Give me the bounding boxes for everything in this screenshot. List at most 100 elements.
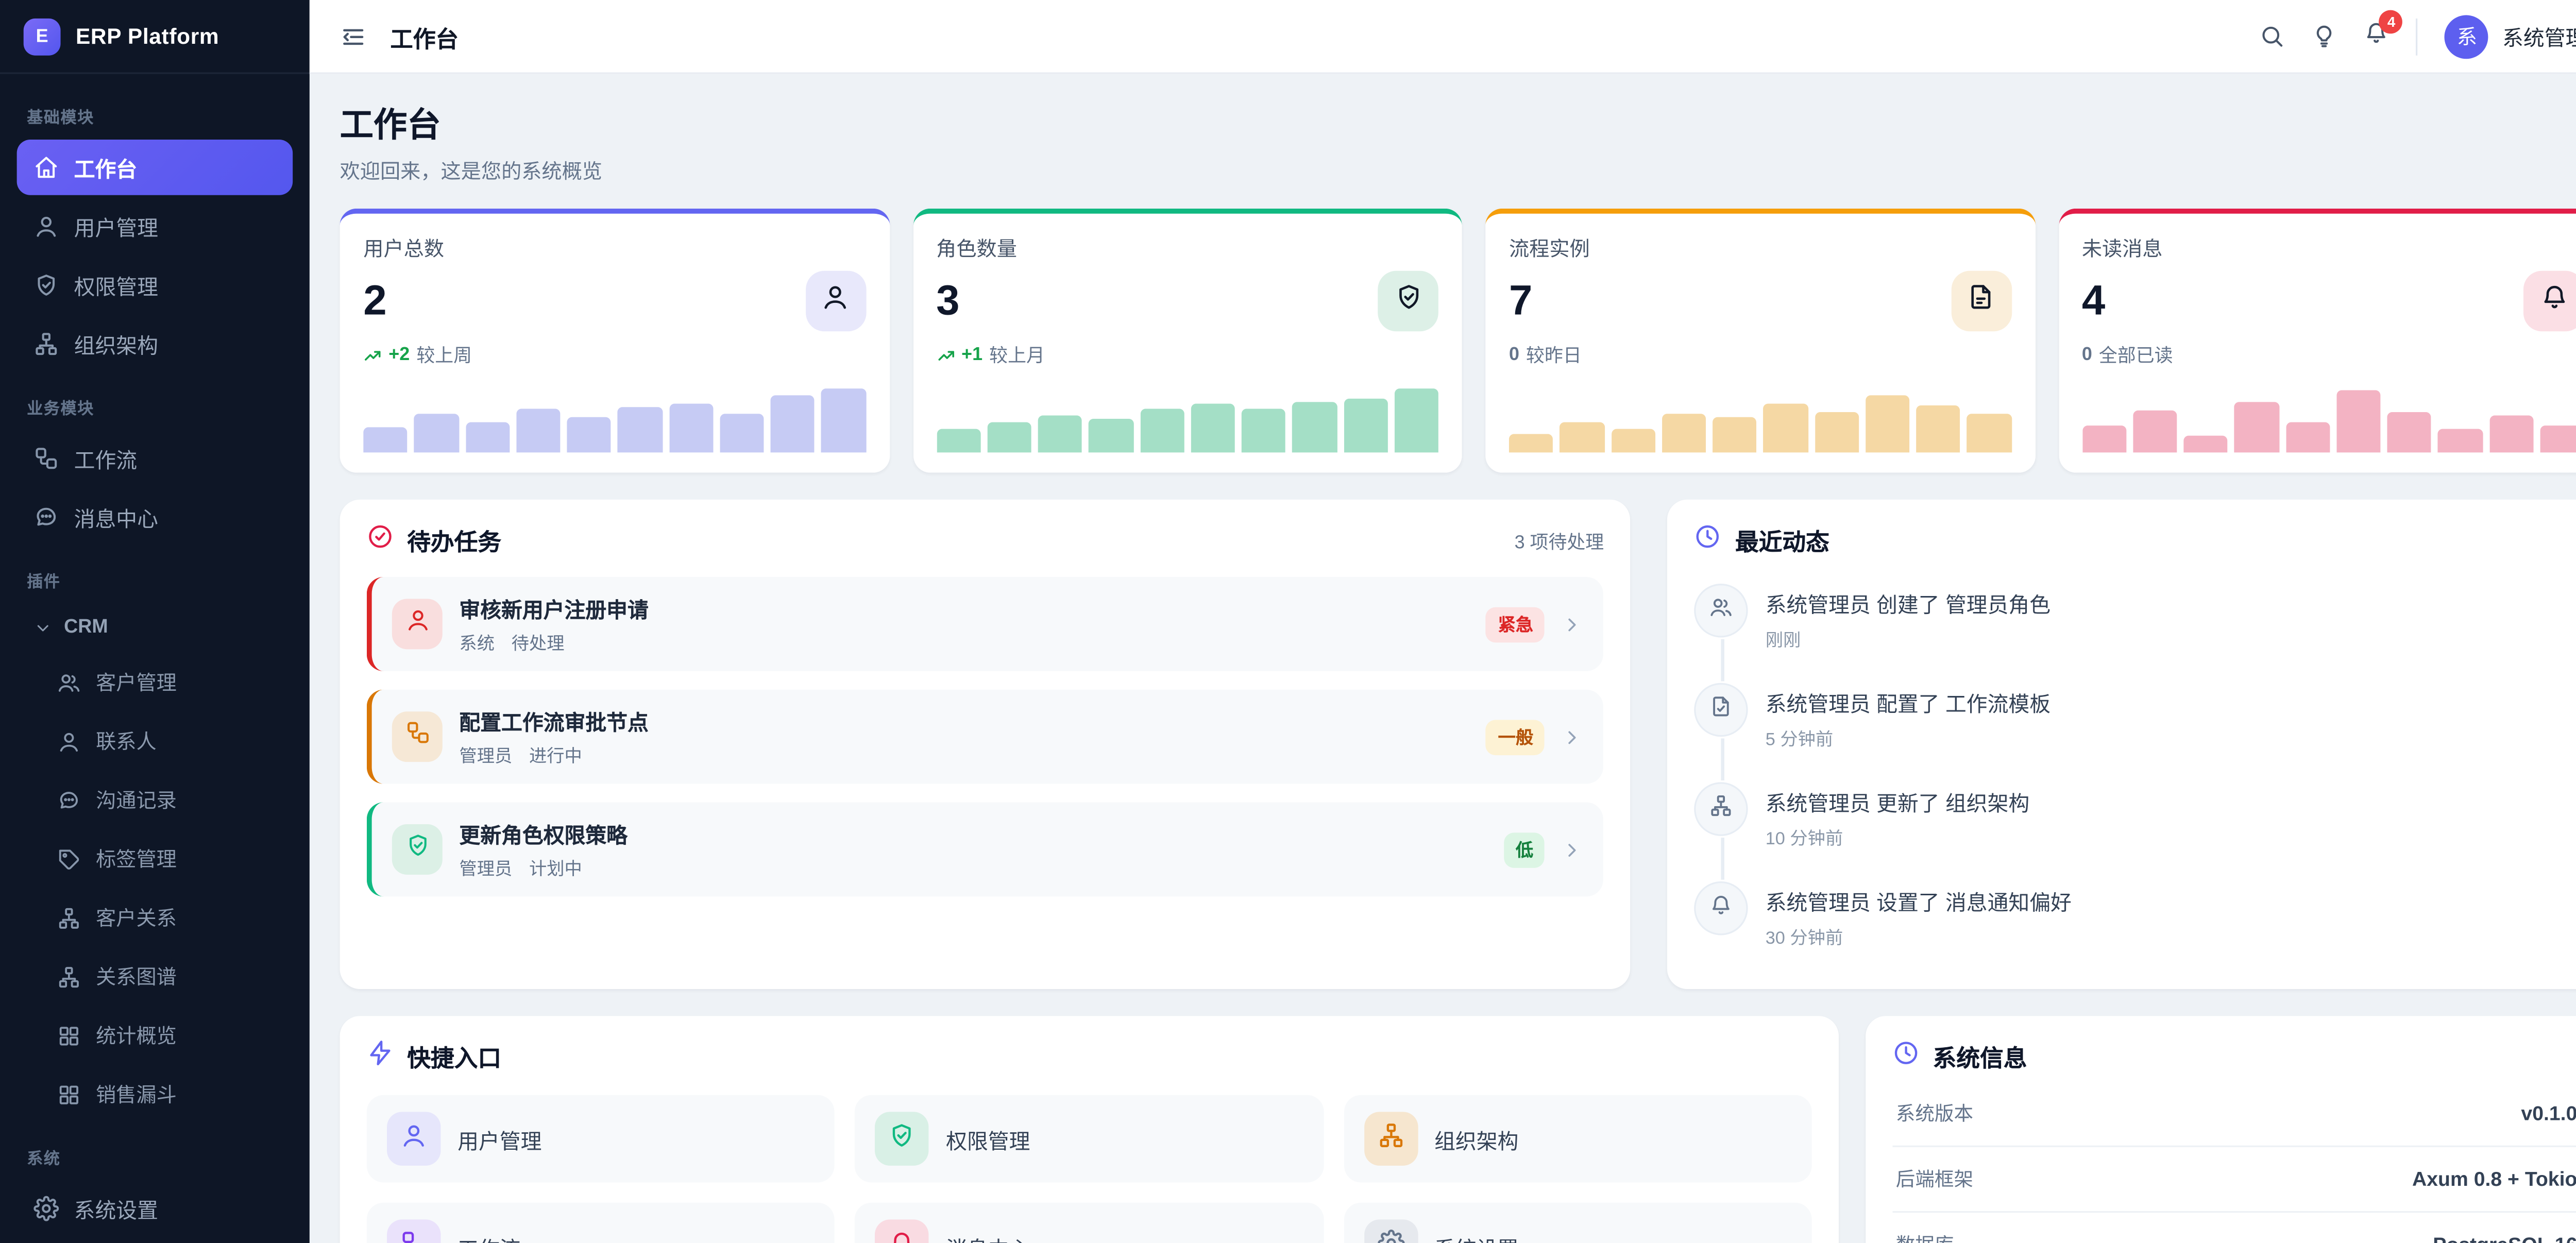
spark-bar (1038, 415, 1082, 453)
brand: E ERP Platform (0, 0, 310, 74)
quick-entry-label: 消息中心 (946, 1231, 1030, 1243)
spark-bar (1343, 398, 1388, 453)
spark-bar (1865, 396, 1910, 453)
page-subtitle: 欢迎回来，这是您的系统概览 (340, 160, 603, 183)
sidebar-item-联系人[interactable]: 联系人 (40, 713, 293, 769)
activity-node (1694, 881, 1749, 935)
sidebar-item-系统设置[interactable]: 系统设置 (17, 1181, 293, 1236)
quick-entry-grid: 用户管理 权限管理 组织架构工作流 消息中心 系统设置 (366, 1095, 1812, 1243)
stat-card-流程实例: 流程实例 7 0 较昨日 (1485, 208, 2035, 473)
theme-lightbulb-icon[interactable] (2312, 24, 2337, 49)
sidebar-item-label: 沟通记录 (96, 789, 177, 813)
quick-iconbox (387, 1219, 441, 1243)
task-iconbox (392, 824, 443, 875)
home-icon (33, 155, 59, 180)
task-meta: 系统 待处理 (459, 634, 565, 655)
sidebar-item-工作台[interactable]: 工作台 (16, 140, 293, 195)
activity-item: 系统管理员 创建了 管理员角色 刚刚 (1694, 569, 2576, 682)
stat-value: 4 (2081, 277, 2106, 325)
sidebar-item-用户管理[interactable]: 用户管理 (17, 198, 293, 254)
stat-iconbox (1378, 270, 1438, 332)
sidebar-item-标签管理[interactable]: 标签管理 (40, 831, 293, 887)
users-icon (1710, 594, 1734, 626)
notifications-bell-icon[interactable]: 4 (2364, 9, 2403, 53)
org-icon (1377, 1121, 1404, 1156)
activity-time: 10 分钟前 (1765, 829, 1843, 849)
task-priority-badge: 低 (1503, 831, 1545, 867)
task-row-配置工作流审批节点[interactable]: 配置工作流审批节点 管理员 进行中 一般 (366, 689, 1604, 784)
spark-bar (414, 413, 459, 453)
stat-iconbox (2523, 270, 2576, 332)
sidebar-item-权限管理[interactable]: 权限管理 (17, 258, 293, 313)
spark-bar (1814, 412, 1859, 453)
sidebar-item-组织架构[interactable]: 组织架构 (17, 316, 293, 372)
timeline-connector (1721, 838, 1724, 880)
nav-section-label: 系统 (27, 1150, 61, 1169)
sidebar-item-关系图谱[interactable]: 关系图谱 (40, 949, 293, 1004)
spark-bar (2183, 435, 2228, 453)
header-actions: 4 系 系统管理员 (2260, 9, 2576, 58)
sidebar-item-统计概览[interactable]: 统计概览 (40, 1008, 293, 1063)
trend-up-icon (936, 346, 955, 364)
spark-bar (668, 404, 713, 453)
chevron-right-icon (1562, 613, 1584, 635)
task-iconbox (392, 711, 443, 762)
todo-panel: 待办任务 3 项待处理 审核新用户注册申请 系统 待处理 紧急 配置工作流审批节点 管理员… (340, 499, 1631, 989)
brand-name: ERP Platform (75, 23, 219, 49)
quick-iconbox (1363, 1219, 1418, 1243)
stat-card-用户总数: 用户总数 2 +2 较上周 (340, 208, 889, 473)
org-icon (57, 965, 81, 989)
quick-entry-label: 用户管理 (457, 1129, 542, 1153)
org-icon (57, 906, 81, 929)
todo-title: 待办任务 (407, 527, 502, 554)
spark-bar (821, 388, 866, 453)
user-menu[interactable]: 系 系统管理员 (2445, 14, 2576, 58)
nav-group-CRM[interactable]: CRM (17, 604, 293, 651)
sidebar-item-工作流[interactable]: 工作流 (17, 431, 293, 486)
workflow-icon (404, 720, 430, 754)
avatar: 系 (2445, 14, 2489, 58)
activity-text: 系统管理员 配置了 工作流模板 (1765, 693, 2051, 717)
sidebar-item-销售漏斗[interactable]: 销售漏斗 (40, 1066, 293, 1122)
task-row-更新角色权限策略[interactable]: 更新角色权限策略 管理员 计划中 低 (366, 802, 1604, 897)
quick-entry-label: 工作流 (457, 1231, 521, 1243)
stat-trend: +1 较上月 (936, 342, 1438, 368)
sidebar-item-label: 客户管理 (96, 671, 177, 695)
sidebar-item-客户管理[interactable]: 客户管理 (40, 654, 293, 710)
quick-entry-系统设置[interactable]: 系统设置 (1343, 1202, 1812, 1243)
sidebar-item-客户关系[interactable]: 客户关系 (40, 890, 293, 945)
bell-icon (889, 1229, 916, 1243)
todo-count: 3 项待处理 (1514, 532, 1604, 553)
spark-bar (2489, 416, 2533, 453)
sidebar-item-沟通记录[interactable]: 沟通记录 (40, 772, 293, 828)
chevron-right-icon (1562, 726, 1584, 747)
quick-entry-权限管理[interactable]: 权限管理 (855, 1095, 1324, 1183)
spark-bar (516, 409, 561, 453)
user-icon (57, 729, 81, 753)
page-title: 工作台 (340, 107, 441, 145)
quick-entry-消息中心[interactable]: 消息中心 (855, 1202, 1324, 1243)
sidebar-nav: 基础模块 工作台 用户管理 权限管理 组织架构 业务模块 工作流 消息中心 插件 CRM 客户管理联… (0, 74, 310, 1243)
main-content: 工作台 欢迎回来，这是您的系统概览 用户总数 2 +2 较上周 角色数量 3 +1 较上月 流程… (310, 74, 2576, 1243)
sidebar-item-label: 标签管理 (96, 847, 177, 872)
workflow-icon (33, 446, 59, 471)
sidebar-item-插件管理[interactable]: 插件管理 (17, 1240, 293, 1243)
sidebar-collapse-icon[interactable] (340, 23, 367, 49)
stat-cards: 用户总数 2 +2 较上周 角色数量 3 +1 较上月 流程实例 7 0 较昨日 未读消息 4 0 全部已读 (340, 208, 2576, 473)
search-icon[interactable] (2260, 24, 2285, 49)
task-row-审核新用户注册申请[interactable]: 审核新用户注册申请 系统 待处理 紧急 (366, 577, 1604, 671)
clock-icon (1892, 1040, 1919, 1075)
activity-time: 30 分钟前 (1765, 928, 1843, 949)
sidebar-item-消息中心[interactable]: 消息中心 (17, 489, 293, 545)
task-meta: 管理员 进行中 (459, 746, 582, 767)
stat-trend: +2 较上周 (363, 342, 866, 368)
quick-entry-工作流[interactable]: 工作流 (366, 1202, 835, 1243)
quick-entry-用户管理[interactable]: 用户管理 (366, 1095, 835, 1183)
grid-icon (57, 1024, 81, 1047)
quick-entry-组织架构[interactable]: 组织架构 (1343, 1095, 1812, 1183)
shield-check-icon (404, 832, 430, 866)
stat-label: 角色数量 (936, 237, 1017, 261)
sidebar-item-label: 销售漏斗 (96, 1083, 177, 1107)
spark-bar (1191, 404, 1235, 453)
